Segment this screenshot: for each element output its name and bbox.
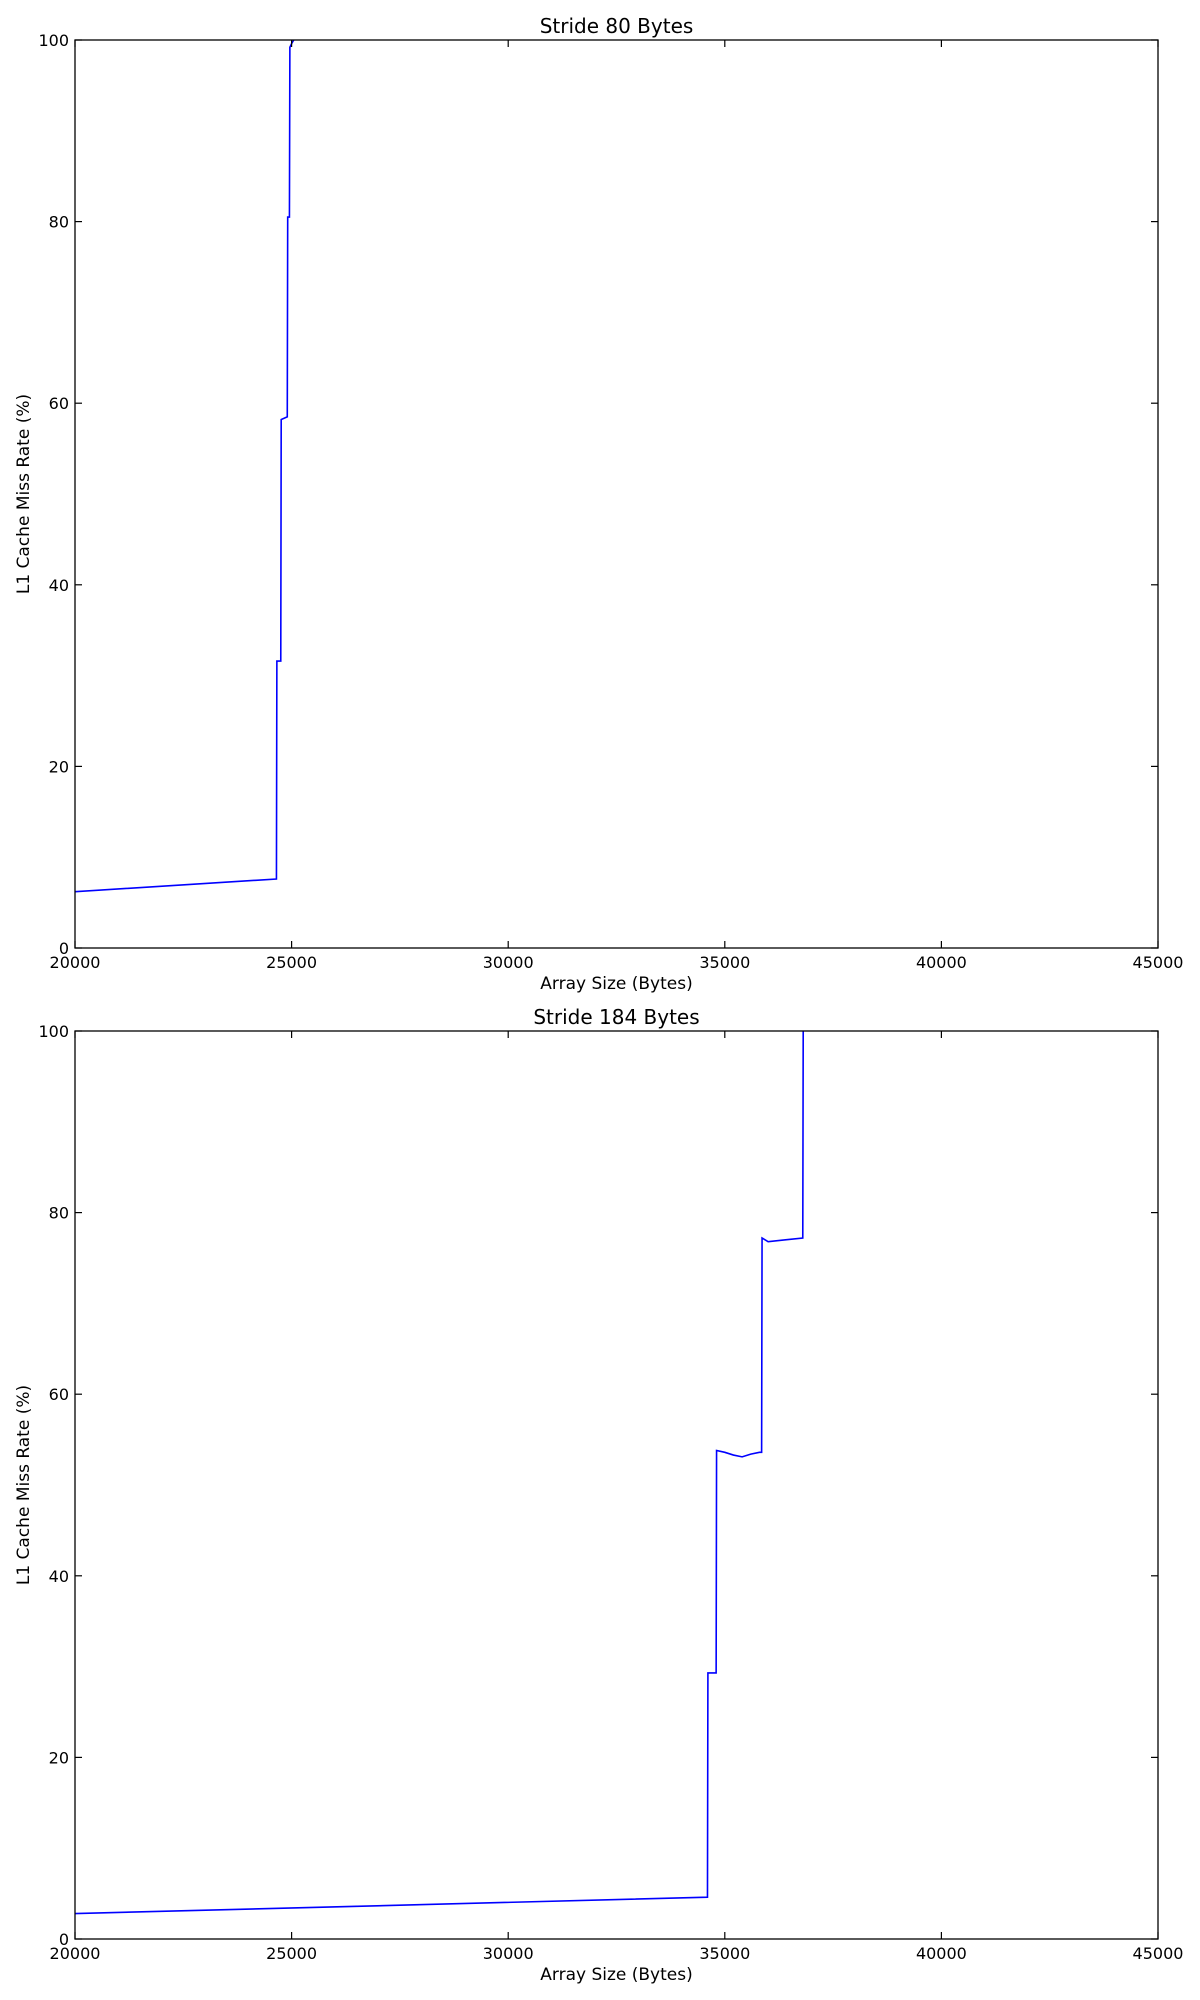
chart-2: 20000 25000 30000 35000 40000 45000 0 20 40 60 80 1… — [14, 1005, 1183, 1985]
y-tick-label: 0 — [59, 1930, 69, 1949]
chart-title: Stride 184 Bytes — [533, 1005, 699, 1029]
series-line-1 — [74, 39, 295, 893]
x-tick-label: 20000 — [50, 953, 101, 972]
y-tick-label: 60 — [49, 394, 69, 413]
chart-1: 20000 25000 30000 35000 40000 45000 0 20 40 60 80 1… — [14, 14, 1183, 994]
x-tick-label: 35000 — [699, 1944, 750, 1963]
y-tick-label: 100 — [38, 31, 69, 50]
x-tick-label: 40000 — [916, 953, 967, 972]
x-tick-label: 30000 — [483, 1944, 534, 1963]
y-tick-label: 0 — [59, 939, 69, 958]
chart-title: Stride 80 Bytes — [540, 14, 694, 38]
y-axis-label: L1 Cache Miss Rate (%) — [14, 1385, 34, 1585]
plot-frame — [74, 1030, 1159, 1940]
x-tick-label: 40000 — [916, 1944, 967, 1963]
plot-frame — [74, 39, 1159, 949]
x-tick-label: 45000 — [1133, 1944, 1184, 1963]
y-tick-label: 20 — [49, 1748, 69, 1767]
series-line-1 — [74, 1030, 805, 1915]
y-tick-label: 100 — [38, 1022, 69, 1041]
x-tick-label: 45000 — [1133, 953, 1184, 972]
y-tick-label: 20 — [49, 757, 69, 776]
x-axis-label: Array Size (Bytes) — [540, 1965, 692, 1985]
x-axis-label: Array Size (Bytes) — [540, 974, 692, 994]
y-tick-label: 40 — [49, 1567, 69, 1586]
y-axis-label: L1 Cache Miss Rate (%) — [14, 394, 34, 594]
y-tick-label: 60 — [49, 1385, 69, 1404]
y-tick-label: 80 — [49, 213, 69, 232]
y-tick-label: 40 — [49, 576, 69, 595]
x-tick-label: 35000 — [699, 953, 750, 972]
x-tick-label: 30000 — [483, 953, 534, 972]
x-tick-label: 20000 — [50, 1944, 101, 1963]
x-tick-label: 25000 — [266, 1944, 317, 1963]
x-tick-label: 25000 — [266, 953, 317, 972]
y-tick-label: 80 — [49, 1204, 69, 1223]
